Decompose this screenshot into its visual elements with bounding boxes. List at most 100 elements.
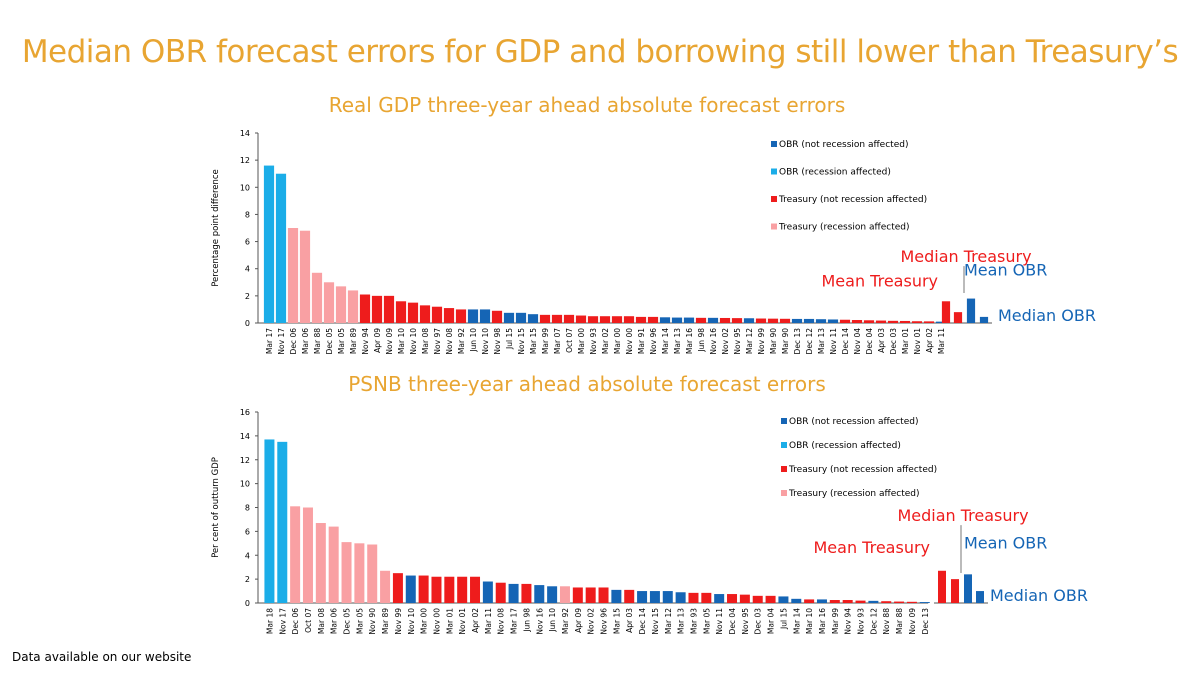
- bar: [804, 599, 815, 603]
- summary-annotation: Mean OBR: [964, 261, 1047, 280]
- x-tick-label: Mar 10: [805, 608, 814, 634]
- x-tick-label: Mar 14: [661, 328, 670, 354]
- bar: [752, 595, 763, 603]
- legend-label: OBR (not recession affected): [789, 417, 918, 427]
- summary-bar: [953, 312, 963, 323]
- x-tick-label: Mar 07: [553, 328, 562, 354]
- bar: [359, 294, 371, 323]
- legend-swatch: [771, 141, 777, 147]
- bar: [875, 320, 887, 323]
- bar: [508, 583, 519, 603]
- bar: [743, 318, 755, 323]
- x-tick-label: Nov 16: [709, 328, 718, 355]
- bar: [383, 295, 395, 323]
- x-tick-label: Nov 94: [361, 328, 370, 355]
- bar: [521, 583, 532, 603]
- bar: [765, 595, 776, 603]
- summary-annotation: Median OBR: [998, 306, 1096, 325]
- bar: [495, 582, 506, 603]
- bar: [575, 315, 587, 323]
- x-tick-label: Mar 92: [561, 608, 570, 634]
- x-tick-label: Mar 02: [601, 328, 610, 354]
- chart-title: PSNB three-year ahead absolute forecast …: [348, 372, 826, 396]
- x-tick-label: Apr 03: [877, 328, 886, 353]
- y-tick-label: 12: [240, 456, 250, 465]
- y-tick-label: 14: [240, 432, 250, 441]
- y-tick-label: 0: [245, 319, 250, 328]
- x-tick-label: Nov 01: [458, 608, 467, 635]
- summary-bar: [979, 316, 989, 323]
- legend-swatch: [781, 418, 787, 424]
- x-tick-label: Nov 11: [715, 608, 724, 635]
- bar: [899, 320, 911, 323]
- bar: [264, 439, 275, 603]
- bar: [407, 302, 419, 323]
- bar: [868, 600, 879, 603]
- legend-swatch: [781, 442, 787, 448]
- x-tick-label: Mar 01: [901, 328, 910, 354]
- bar: [335, 286, 347, 323]
- bar: [935, 321, 947, 323]
- x-tick-label: Apr 02: [471, 608, 480, 633]
- summary-bar: [966, 298, 976, 323]
- y-tick-label: 8: [245, 210, 250, 219]
- bar: [719, 317, 731, 323]
- x-tick-label: Nov 08: [497, 608, 506, 635]
- legend-swatch: [771, 196, 777, 202]
- x-tick-label: Nov 02: [721, 328, 730, 355]
- bar: [275, 173, 287, 323]
- bar: [347, 290, 359, 323]
- bar: [683, 317, 695, 323]
- x-tick-label: Mar 90: [769, 328, 778, 354]
- bar: [470, 576, 481, 603]
- x-tick-label: Mar 99: [831, 608, 840, 634]
- bar: [829, 600, 840, 603]
- x-tick-label: Mar 89: [381, 608, 390, 634]
- x-tick-label: Nov 88: [882, 608, 891, 635]
- bar: [659, 317, 671, 323]
- x-tick-label: Mar 88: [313, 328, 322, 354]
- bar: [534, 585, 545, 603]
- y-tick-label: 6: [245, 527, 250, 536]
- x-tick-label: Nov 97: [433, 328, 442, 355]
- x-tick-label: Mar 00: [420, 608, 429, 634]
- x-tick-label: Nov 17: [278, 608, 287, 635]
- summary-bar: [941, 301, 951, 323]
- bar: [380, 570, 391, 603]
- y-tick-label: 4: [245, 265, 250, 274]
- bar: [803, 318, 815, 323]
- bar: [611, 316, 623, 323]
- x-tick-label: Mar 14: [792, 608, 801, 634]
- x-tick-label: Dec 06: [289, 328, 298, 355]
- y-tick-label: 4: [245, 551, 250, 560]
- x-tick-label: Mar 15: [612, 608, 621, 634]
- bar: [731, 318, 743, 323]
- x-tick-label: Mar 90: [781, 328, 790, 354]
- bar: [455, 309, 467, 323]
- x-tick-label: Mar 99: [541, 328, 550, 354]
- y-tick-label: 2: [245, 575, 250, 584]
- x-tick-label: Jul 15: [505, 328, 514, 350]
- bar: [547, 586, 558, 603]
- legend-label: Treasury (not recession affected): [778, 195, 927, 205]
- x-tick-label: Nov 16: [535, 608, 544, 635]
- bar: [290, 506, 301, 603]
- bar: [739, 594, 750, 603]
- bar: [779, 318, 791, 323]
- x-tick-label: Nov 10: [409, 328, 418, 355]
- x-tick-label: Mar 18: [265, 608, 274, 634]
- bar: [263, 165, 275, 323]
- bar: [791, 598, 802, 603]
- x-tick-label: Mar 10: [397, 328, 406, 354]
- bar: [695, 317, 707, 323]
- legend-label: OBR (recession affected): [779, 168, 891, 178]
- x-tick-label: Nov 00: [432, 608, 441, 635]
- bar: [778, 596, 789, 603]
- bar: [647, 316, 659, 323]
- bar: [341, 542, 352, 603]
- bar: [311, 272, 323, 323]
- x-tick-label: Mar 01: [445, 608, 454, 634]
- x-tick-label: Nov 17: [277, 328, 286, 355]
- bar: [623, 316, 635, 323]
- bar: [637, 591, 648, 603]
